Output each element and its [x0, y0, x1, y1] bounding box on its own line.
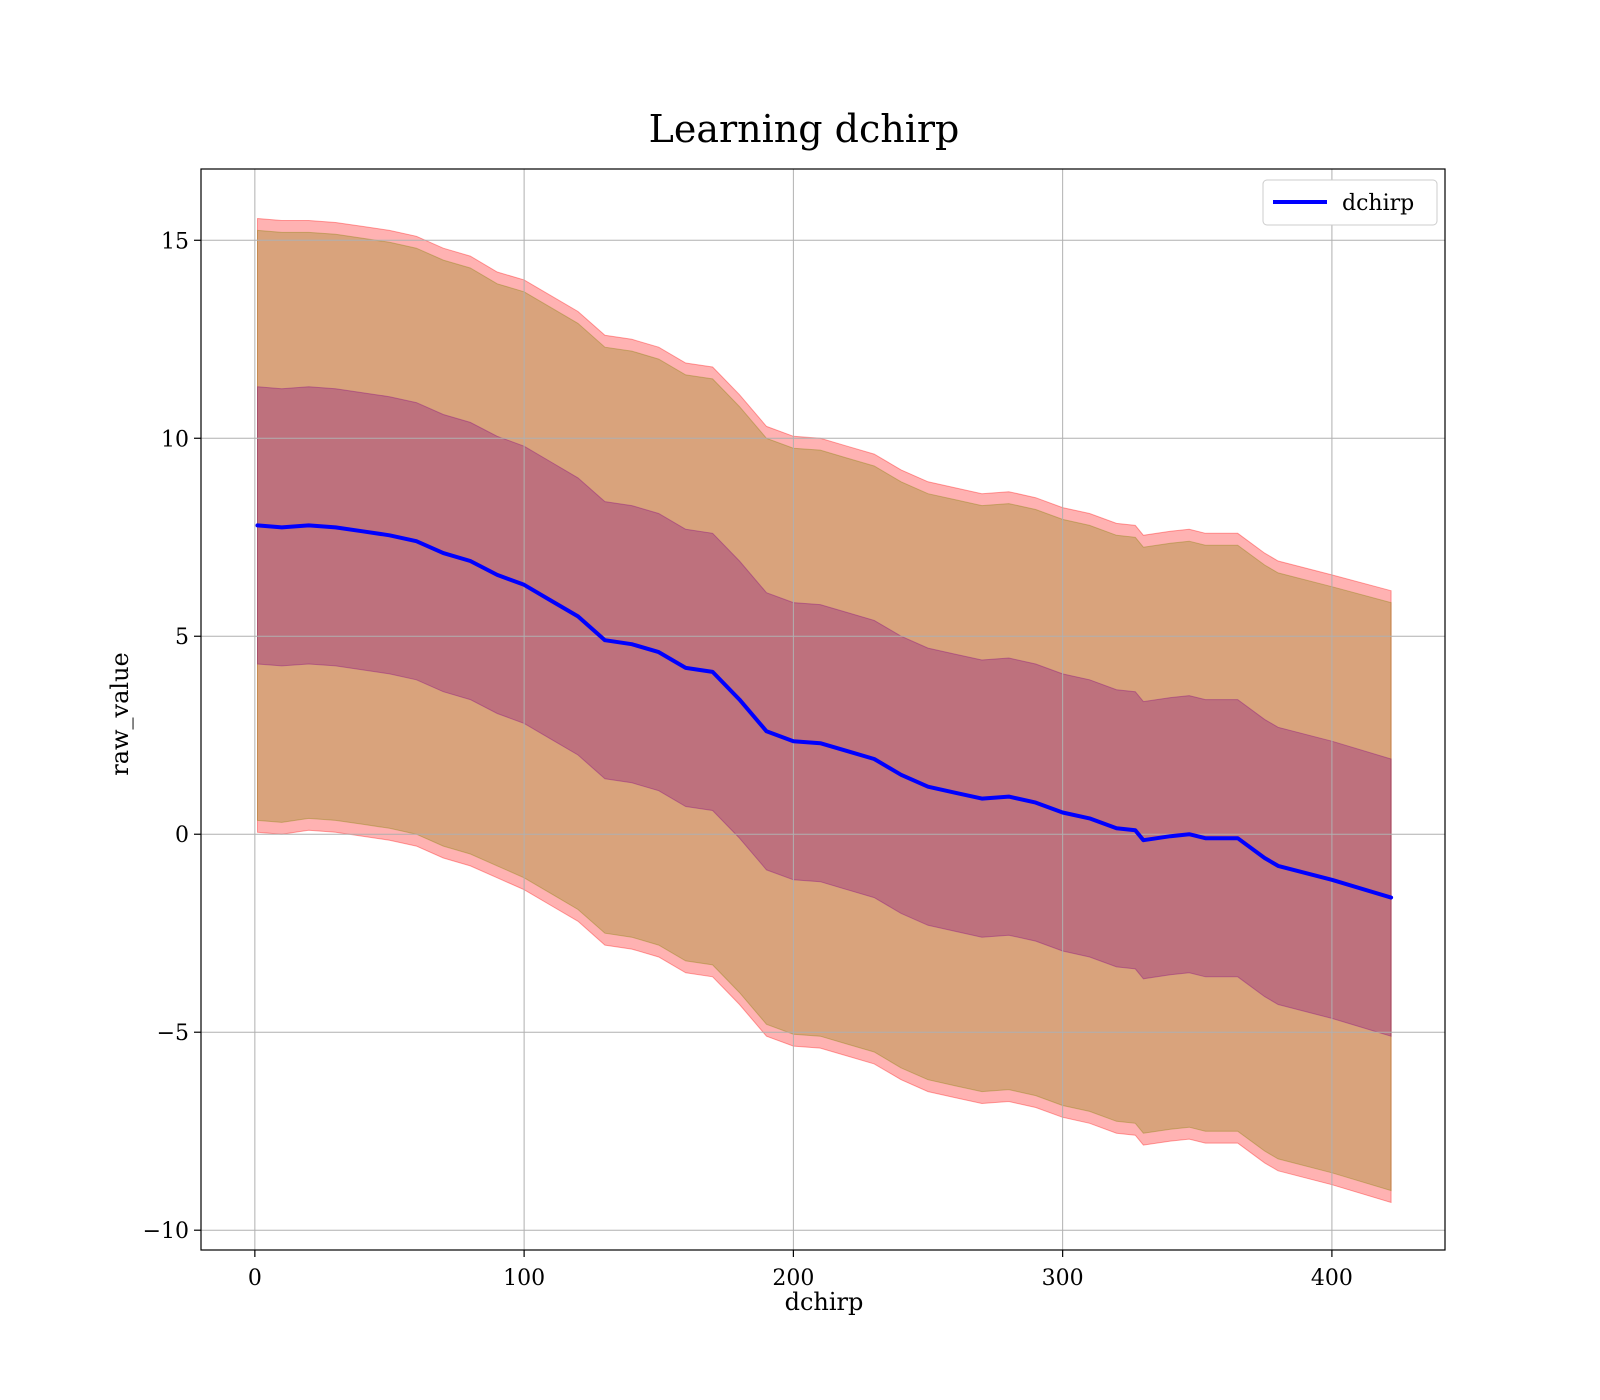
- series-lines: [255, 523, 1394, 900]
- y-tick-label: 5: [175, 625, 189, 650]
- band-1: [257, 229, 1392, 1192]
- axes-frame: [200, 168, 1446, 1251]
- plot-area: 0 100 200 300 400 −10 −5 0 5 10 15: [143, 168, 1446, 1291]
- y-tick-label: 0: [175, 823, 189, 848]
- x-tick-label: 300: [1042, 1266, 1084, 1291]
- y-tick-label: 15: [161, 229, 189, 254]
- legend-box: [1262, 179, 1438, 226]
- x-tick-label: 100: [503, 1266, 545, 1291]
- y-axis-label: raw_value: [106, 652, 134, 776]
- chart-title: Learning dchirp: [649, 107, 960, 151]
- x-tick-label: 0: [248, 1266, 262, 1291]
- y-tick-label: −10: [143, 1219, 189, 1244]
- grid: [201, 169, 1445, 1250]
- x-tick-label: 200: [772, 1266, 814, 1291]
- confidence-bands: [257, 217, 1392, 1204]
- legend-entry-dchirp: dchirp: [1342, 191, 1414, 216]
- y-tick-label: −5: [157, 1021, 189, 1046]
- x-axis-label: dchirp: [785, 1288, 864, 1316]
- series-line-dchirp: [255, 523, 1394, 900]
- legend: dchirp: [1262, 179, 1438, 226]
- x-tick-label: 400: [1311, 1266, 1353, 1291]
- y-tick-label: 10: [161, 427, 189, 452]
- band-0: [257, 217, 1392, 1204]
- band-2: [257, 386, 1392, 1037]
- ticks: 0 100 200 300 400 −10 −5 0 5 10 15: [143, 229, 1353, 1291]
